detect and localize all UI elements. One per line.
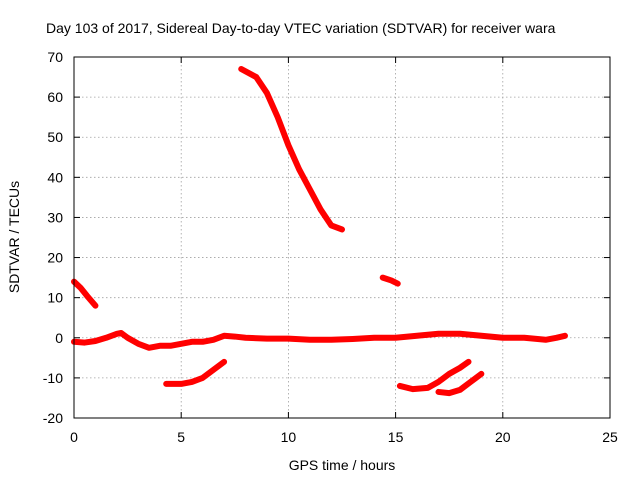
x-tick-labels: 0 5 10 15 20 25 [70, 429, 618, 445]
y-tick-label: -10 [43, 370, 63, 386]
series-segment-2 [71, 329, 568, 351]
y-tick-label: 70 [47, 49, 63, 65]
series-segment-7 [435, 370, 485, 397]
x-tick-label: 5 [177, 429, 185, 445]
y-tick-label: 20 [47, 250, 63, 266]
y-tick-label: -20 [43, 410, 63, 426]
plot-frame [73, 56, 611, 419]
x-tick-label: 10 [281, 429, 297, 445]
x-tick-label: 25 [602, 429, 618, 445]
y-tick-label: 40 [47, 169, 63, 185]
data-series [71, 66, 568, 397]
series-segment-3 [163, 358, 228, 387]
grid-lines [74, 57, 610, 418]
series-segment-6 [396, 358, 472, 393]
y-tick-label: 60 [47, 89, 63, 105]
series-segment-4 [238, 66, 345, 233]
chart-title: Day 103 of 2017, Sidereal Day-to-day VTE… [46, 20, 556, 36]
y-tick-label: 30 [47, 209, 63, 225]
y-tick-labels: -20 -10 0 10 20 30 40 50 60 70 [43, 49, 63, 426]
y-tick-label: 0 [55, 330, 63, 346]
y-axis-label: SDTVAR / TECUs [6, 181, 22, 293]
x-tick-label: 15 [388, 429, 404, 445]
x-tick-label: 0 [70, 429, 78, 445]
axis-ticks [73, 56, 611, 419]
y-tick-label: 50 [47, 129, 63, 145]
x-tick-label: 20 [495, 429, 511, 445]
y-tick-label: 10 [47, 290, 63, 306]
x-axis-label: GPS time / hours [289, 457, 396, 473]
series-segment-1 [71, 278, 99, 309]
series-segment-5 [379, 274, 401, 287]
